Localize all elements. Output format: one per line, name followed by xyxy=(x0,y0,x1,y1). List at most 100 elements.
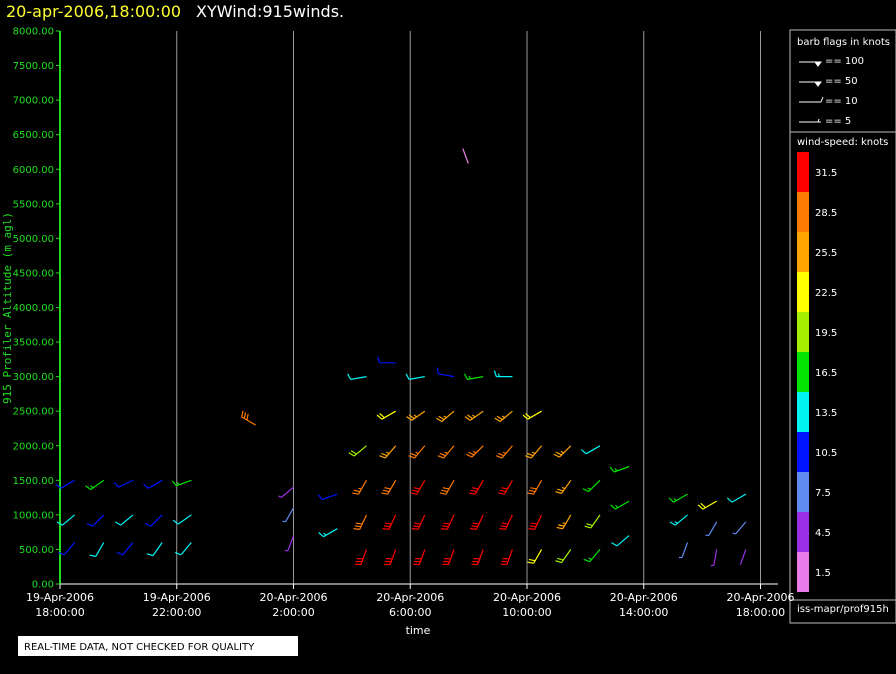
wind-barb xyxy=(522,410,542,420)
wind-barb xyxy=(525,445,543,459)
wind-barb xyxy=(410,480,426,495)
x-tick-label: 20-Apr-2006 xyxy=(259,591,327,604)
wind-barb xyxy=(468,480,484,495)
x-tick-label: 10:00:00 xyxy=(502,606,551,619)
y-tick-label: 1500.00 xyxy=(13,476,54,487)
y-tick-label: 5000.00 xyxy=(13,234,54,245)
colorbar-label: 19.5 xyxy=(815,328,837,339)
wind-barb xyxy=(411,514,426,530)
colorbar-label: 10.5 xyxy=(815,448,837,459)
wind-barb xyxy=(527,549,543,564)
wind-barb xyxy=(353,514,368,530)
barb-legend-symbol xyxy=(799,61,822,67)
wind-barb xyxy=(413,549,426,566)
x-tick-label: 20-Apr-2006 xyxy=(726,591,794,604)
wind-barb xyxy=(377,356,396,364)
barb-legend-title: barb flags in knots xyxy=(797,37,890,48)
wind-barb xyxy=(115,514,134,526)
wind-barb xyxy=(494,410,513,422)
x-tick-label: 19-Apr-2006 xyxy=(26,591,94,604)
wind-barb xyxy=(678,542,689,559)
wind-barb xyxy=(144,514,163,527)
x-tick-label: 14:00:00 xyxy=(619,606,668,619)
wind-barb xyxy=(464,410,484,421)
wind-barb xyxy=(496,445,513,459)
wind-barb xyxy=(379,445,397,459)
y-tick-label: 2000.00 xyxy=(13,441,54,452)
wind-barb xyxy=(437,445,455,459)
y-axis-label: 915 Profiler Altitude (m agl) xyxy=(1,212,14,404)
colorbar-swatch xyxy=(797,552,809,592)
wind-barb xyxy=(278,486,294,499)
wind-barb xyxy=(668,493,688,503)
y-tick-label: 7000.00 xyxy=(13,96,54,107)
wind-barb xyxy=(55,479,75,489)
wind-barb xyxy=(739,549,747,565)
colorbar-label: 22.5 xyxy=(815,288,837,299)
colorbar-swatch xyxy=(797,352,809,392)
wind-barb xyxy=(113,479,134,488)
colorbar-label: 4.5 xyxy=(815,528,831,539)
source-label: iss-mapr/prof915h xyxy=(797,604,889,615)
barb-legend-symbol xyxy=(799,118,821,123)
barb-legend-symbol xyxy=(799,96,824,103)
colorbar-swatch xyxy=(797,392,809,432)
wind-barb xyxy=(171,479,192,487)
y-tick-label: 0.00 xyxy=(32,580,54,591)
colorbar-swatch xyxy=(797,432,809,472)
colorbar-label: 31.5 xyxy=(815,168,837,179)
colorbar-label: 13.5 xyxy=(815,408,837,419)
colorbar-label: 7.5 xyxy=(815,488,831,499)
wind-barb xyxy=(555,549,572,564)
x-tick-label: 18:00:00 xyxy=(736,606,785,619)
wind-barb xyxy=(408,445,426,459)
quality-note: REAL-TIME DATA, NOT CHECKED FOR QUALITY xyxy=(24,642,255,653)
y-tick-label: 4000.00 xyxy=(13,303,54,314)
barb-legend-label: == 5 xyxy=(825,116,851,127)
y-tick-label: 2500.00 xyxy=(13,407,54,418)
wind-barb xyxy=(462,148,469,164)
barb-legend-label: == 50 xyxy=(825,76,858,87)
wind-barb xyxy=(436,367,455,378)
wind-barb xyxy=(710,549,718,567)
x-tick-label: 2:00:00 xyxy=(272,606,314,619)
wind-barb xyxy=(465,445,484,458)
wind-barb xyxy=(669,514,688,526)
wind-barb xyxy=(611,535,630,547)
colorbar-label: 1.5 xyxy=(815,568,831,579)
wind-barb xyxy=(584,514,601,529)
wind-barb xyxy=(436,410,455,422)
y-tick-label: 8000.00 xyxy=(13,27,54,38)
x-tick-label: 18:00:00 xyxy=(35,606,84,619)
barb-legend-glyph xyxy=(799,61,822,67)
y-tick-label: 500.00 xyxy=(19,545,54,556)
barb-legend-glyph xyxy=(799,118,821,123)
wind-barb xyxy=(381,480,397,495)
wind-barb xyxy=(726,493,747,503)
wind-barb xyxy=(284,535,295,552)
wind-barb xyxy=(442,549,455,566)
wind-barb xyxy=(352,480,368,495)
colorbar-title: wind-speed: knots xyxy=(797,137,888,148)
wind-barb xyxy=(609,465,630,473)
wind-barb xyxy=(610,500,630,510)
wind-barb xyxy=(383,549,397,566)
colorbar-label: 16.5 xyxy=(815,368,837,379)
y-tick-label: 5500.00 xyxy=(13,199,54,210)
colorbar-swatch xyxy=(797,272,809,312)
wind-barb xyxy=(318,528,338,538)
colorbar-label: 28.5 xyxy=(815,208,837,219)
wind-barb xyxy=(354,549,368,566)
colorbar-label: 25.5 xyxy=(815,248,837,259)
wind-barb xyxy=(58,542,76,556)
x-tick-label: 6:00:00 xyxy=(389,606,431,619)
wind-barb xyxy=(146,542,163,557)
wind-barb xyxy=(555,479,572,494)
y-tick-label: 7500.00 xyxy=(13,61,54,72)
chart-title: 20-apr-2006,18:00:00 xyxy=(6,2,181,21)
barb-legend-glyph xyxy=(799,96,824,103)
wind-barb xyxy=(56,514,75,526)
wind-barb xyxy=(705,521,718,537)
x-tick-label: 20-Apr-2006 xyxy=(493,591,561,604)
